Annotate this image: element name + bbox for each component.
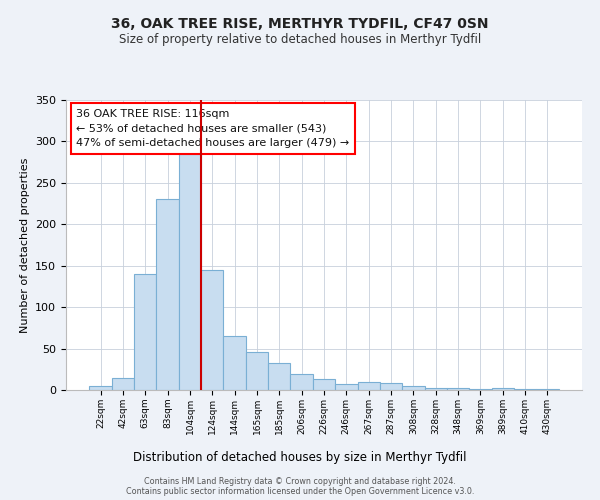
Bar	[469, 389, 491, 390]
Y-axis label: Number of detached properties: Number of detached properties	[20, 158, 29, 332]
Bar	[536, 389, 559, 390]
Text: 36 OAK TREE RISE: 116sqm
← 53% of detached houses are smaller (543)
47% of semi-: 36 OAK TREE RISE: 116sqm ← 53% of detach…	[76, 108, 350, 148]
Bar	[246, 352, 268, 390]
Bar	[313, 379, 335, 390]
Bar	[134, 274, 157, 390]
Bar	[290, 374, 313, 390]
Bar	[514, 389, 536, 390]
Text: Distribution of detached houses by size in Merthyr Tydfil: Distribution of detached houses by size …	[133, 451, 467, 464]
Bar	[380, 384, 402, 390]
Bar	[447, 388, 469, 390]
Text: 36, OAK TREE RISE, MERTHYR TYDFIL, CF47 0SN: 36, OAK TREE RISE, MERTHYR TYDFIL, CF47 …	[111, 18, 489, 32]
Bar	[402, 386, 425, 390]
Bar	[425, 388, 447, 390]
Text: Contains public sector information licensed under the Open Government Licence v3: Contains public sector information licen…	[126, 486, 474, 496]
Text: Size of property relative to detached houses in Merthyr Tydfil: Size of property relative to detached ho…	[119, 32, 481, 46]
Bar	[89, 386, 112, 390]
Bar	[223, 336, 246, 390]
Text: Contains HM Land Registry data © Crown copyright and database right 2024.: Contains HM Land Registry data © Crown c…	[144, 476, 456, 486]
Bar	[268, 364, 290, 390]
Bar	[358, 382, 380, 390]
Bar	[179, 154, 201, 390]
Bar	[157, 200, 179, 390]
Bar	[201, 270, 223, 390]
Bar	[335, 384, 358, 390]
Bar	[491, 388, 514, 390]
Bar	[112, 378, 134, 390]
